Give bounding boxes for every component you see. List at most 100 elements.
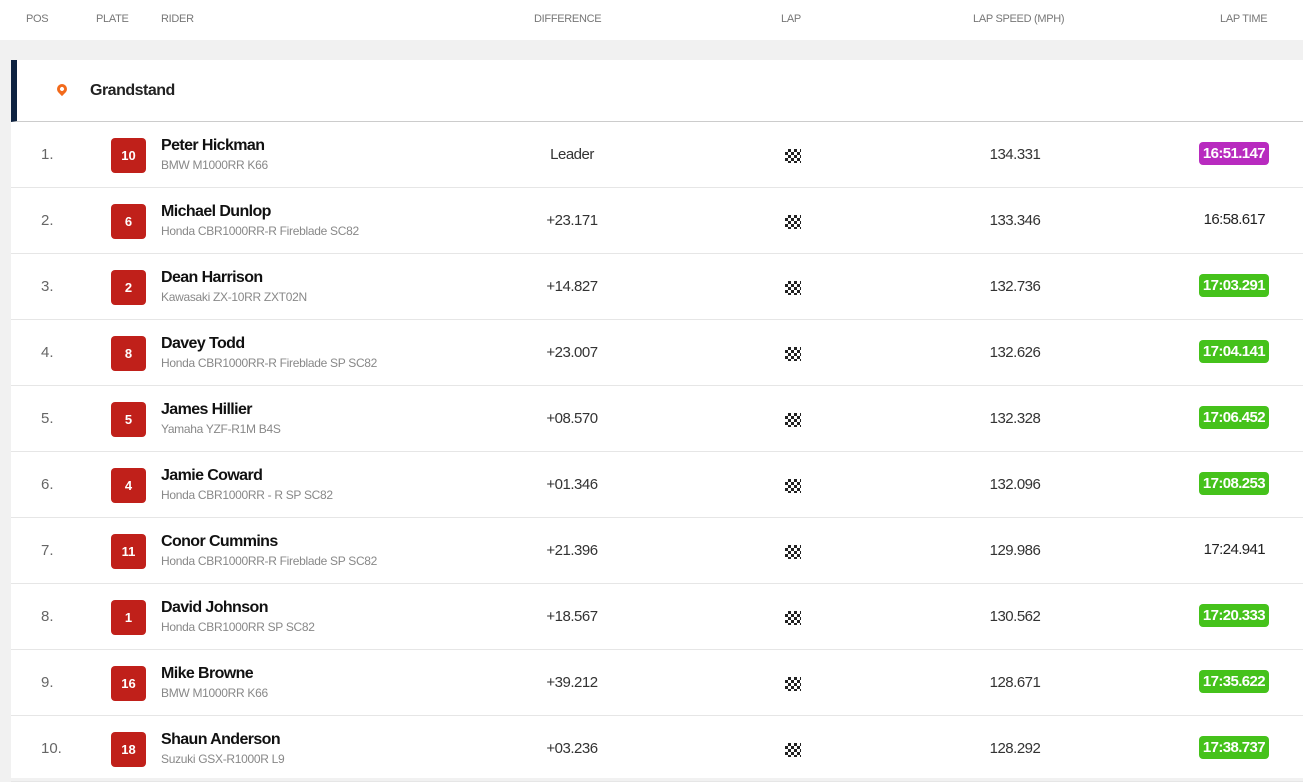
rider-bike: Kawasaki ZX-10RR ZXT02N — [161, 290, 307, 304]
difference: +08.570 — [546, 410, 598, 427]
difference: +23.007 — [546, 344, 598, 361]
table-row[interactable]: 6. 4 Jamie Coward Honda CBR1000RR - R SP… — [11, 452, 1303, 518]
group-name: Grandstand — [90, 82, 175, 99]
position: 9. — [41, 674, 54, 691]
rider-name[interactable]: Michael Dunlop — [161, 203, 271, 220]
lap-time: 17:06.452 — [1198, 406, 1269, 429]
col-lap[interactable]: LAP — [781, 13, 801, 25]
lap-time: 17:04.141 — [1198, 340, 1269, 363]
table-row[interactable]: 9. 16 Mike Browne BMW M1000RR K66 +39.21… — [11, 650, 1303, 716]
difference: +23.171 — [546, 212, 598, 229]
lap-speed: 132.328 — [989, 410, 1041, 427]
table-row[interactable]: 4. 8 Davey Todd Honda CBR1000RR-R Firebl… — [11, 320, 1303, 386]
position: 4. — [41, 344, 54, 361]
results-card: Grandstand 1. 10 Peter Hickman BMW M1000… — [11, 60, 1303, 782]
col-lap-time[interactable]: LAP TIME — [1220, 13, 1268, 25]
lap-time: 17:38.737 — [1198, 736, 1269, 759]
plate-badge: 18 — [111, 732, 146, 767]
difference: +03.236 — [546, 740, 598, 757]
difference: +18.567 — [546, 608, 598, 625]
lap-speed: 128.292 — [989, 740, 1041, 757]
checkered-flag-icon — [785, 215, 801, 229]
col-rider[interactable]: RIDER — [161, 13, 194, 25]
checkered-flag-icon — [785, 149, 801, 163]
rider-name[interactable]: Conor Cummins — [161, 533, 278, 550]
plate-badge: 2 — [111, 270, 146, 305]
plate-badge: 5 — [111, 402, 146, 437]
plate-badge: 8 — [111, 336, 146, 371]
lap-speed: 134.331 — [989, 146, 1041, 163]
position: 5. — [41, 410, 54, 427]
checkered-flag-icon — [785, 281, 801, 295]
position: 2. — [41, 212, 54, 229]
difference: +01.346 — [546, 476, 598, 493]
checkered-flag-icon — [785, 677, 801, 691]
lap-time: 16:51.147 — [1198, 142, 1269, 165]
lap-speed: 133.346 — [989, 212, 1041, 229]
difference: Leader — [550, 146, 594, 163]
rider-bike: Honda CBR1000RR SP SC82 — [161, 620, 315, 634]
position: 6. — [41, 476, 54, 493]
rider-name[interactable]: Peter Hickman — [161, 137, 265, 154]
position: 8. — [41, 608, 54, 625]
rider-name[interactable]: Jamie Coward — [161, 467, 263, 484]
position: 10. — [41, 740, 62, 757]
checkered-flag-icon — [785, 545, 801, 559]
checkered-flag-icon — [785, 479, 801, 493]
rider-name[interactable]: David Johnson — [161, 599, 268, 616]
table-row[interactable]: 2. 6 Michael Dunlop Honda CBR1000RR-R Fi… — [11, 188, 1303, 254]
table-row[interactable]: 7. 11 Conor Cummins Honda CBR1000RR-R Fi… — [11, 518, 1303, 584]
plate-badge: 6 — [111, 204, 146, 239]
rider-bike: BMW M1000RR K66 — [161, 686, 268, 700]
rider-name[interactable]: Shaun Anderson — [161, 731, 281, 748]
difference: +21.396 — [546, 542, 598, 559]
lap-speed: 130.562 — [989, 608, 1041, 625]
col-pos[interactable]: POS — [26, 13, 49, 25]
lap-time: 17:24.941 — [1203, 541, 1266, 558]
difference: +14.827 — [546, 278, 598, 295]
map-pin-icon — [54, 81, 70, 97]
rider-bike: Yamaha YZF-R1M B4S — [161, 422, 281, 436]
plate-badge: 4 — [111, 468, 146, 503]
rider-name[interactable]: Mike Browne — [161, 665, 254, 682]
results-list: 1. 10 Peter Hickman BMW M1000RR K66 Lead… — [11, 122, 1303, 782]
lap-time: 17:03.291 — [1198, 274, 1269, 297]
position: 7. — [41, 542, 54, 559]
lap-time: 17:35.622 — [1198, 670, 1269, 693]
rider-name[interactable]: Dean Harrison — [161, 269, 263, 286]
table-row[interactable]: 10. 18 Shaun Anderson Suzuki GSX-R1000R … — [11, 716, 1303, 782]
lap-time: 17:20.333 — [1198, 604, 1269, 627]
table-row[interactable]: 5. 5 James Hillier Yamaha YZF-R1M B4S +0… — [11, 386, 1303, 452]
position: 3. — [41, 278, 54, 295]
difference: +39.212 — [546, 674, 598, 691]
plate-badge: 10 — [111, 138, 146, 173]
col-lap-speed[interactable]: LAP SPEED (MPH) — [973, 13, 1065, 25]
lap-speed: 132.626 — [989, 344, 1041, 361]
rider-name[interactable]: James Hillier — [161, 401, 253, 418]
rider-bike: Honda CBR1000RR - R SP SC82 — [161, 488, 333, 502]
rider-bike: Honda CBR1000RR-R Fireblade SP SC82 — [161, 554, 378, 568]
rider-bike: Honda CBR1000RR-R Fireblade SP SC82 — [161, 356, 378, 370]
checkered-flag-icon — [785, 611, 801, 625]
rider-bike: BMW M1000RR K66 — [161, 158, 268, 172]
lap-time: 16:58.617 — [1203, 211, 1266, 228]
rider-bike: Honda CBR1000RR-R Fireblade SC82 — [161, 224, 359, 238]
rider-name[interactable]: Davey Todd — [161, 335, 245, 352]
checkered-flag-icon — [785, 413, 801, 427]
lap-speed: 132.096 — [989, 476, 1041, 493]
lap-time: 17:08.253 — [1198, 472, 1269, 495]
position: 1. — [41, 146, 54, 163]
lap-speed: 132.736 — [989, 278, 1041, 295]
table-header: POS PLATE RIDER DIFFERENCE LAP LAP SPEED… — [0, 0, 1303, 40]
table-row[interactable]: 3. 2 Dean Harrison Kawasaki ZX-10RR ZXT0… — [11, 254, 1303, 320]
plate-badge: 1 — [111, 600, 146, 635]
col-difference[interactable]: DIFFERENCE — [534, 13, 602, 25]
col-plate[interactable]: PLATE — [96, 13, 129, 25]
plate-badge: 16 — [111, 666, 146, 701]
table-row[interactable]: 1. 10 Peter Hickman BMW M1000RR K66 Lead… — [11, 122, 1303, 188]
table-row[interactable]: 8. 1 David Johnson Honda CBR1000RR SP SC… — [11, 584, 1303, 650]
checkered-flag-icon — [785, 743, 801, 757]
lap-speed: 129.986 — [989, 542, 1041, 559]
plate-badge: 11 — [111, 534, 146, 569]
rider-bike: Suzuki GSX-R1000R L9 — [161, 752, 285, 766]
